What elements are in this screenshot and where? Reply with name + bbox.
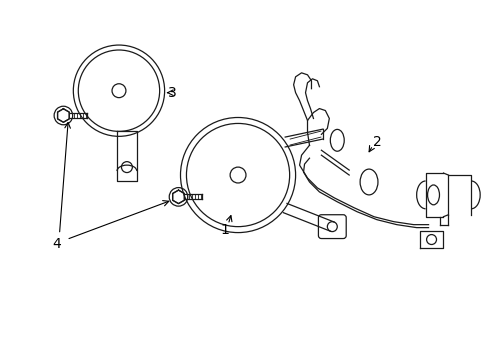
Ellipse shape bbox=[427, 185, 439, 205]
Circle shape bbox=[326, 222, 337, 231]
Text: 4: 4 bbox=[52, 238, 61, 252]
Circle shape bbox=[73, 45, 164, 136]
Text: 2: 2 bbox=[372, 135, 381, 149]
Circle shape bbox=[121, 162, 132, 172]
Ellipse shape bbox=[330, 129, 344, 151]
Text: 3: 3 bbox=[168, 86, 177, 100]
FancyBboxPatch shape bbox=[318, 215, 346, 239]
Ellipse shape bbox=[359, 169, 377, 195]
Text: 1: 1 bbox=[220, 222, 229, 237]
Circle shape bbox=[426, 235, 436, 244]
Circle shape bbox=[180, 117, 295, 233]
